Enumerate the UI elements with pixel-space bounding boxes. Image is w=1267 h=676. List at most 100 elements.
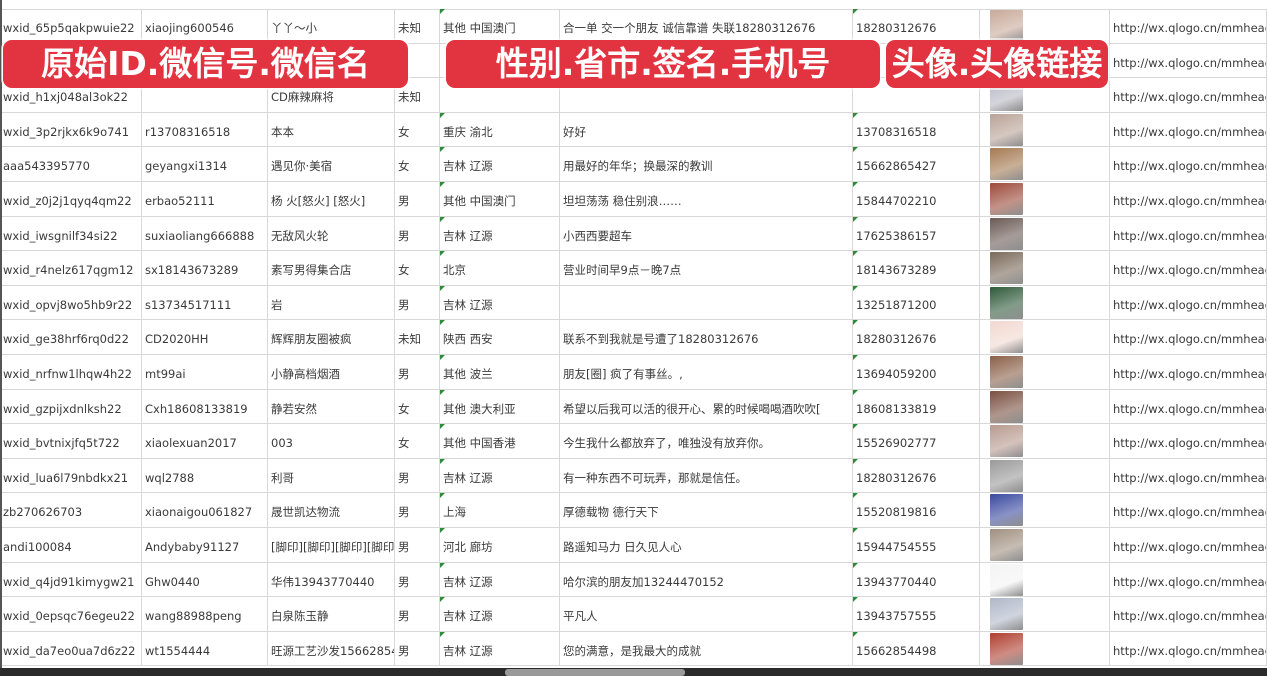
cell-signature[interactable]: 厚德载物 德行天下 xyxy=(560,493,853,527)
cell-wechat-name[interactable]: 丫丫～小 xyxy=(268,9,395,43)
cell-avatar[interactable] xyxy=(980,9,1110,43)
cell-signature[interactable]: 路遥知马力 日久见人心 xyxy=(560,528,853,562)
cell-phone[interactable]: 17625386157 xyxy=(853,216,980,251)
cell-avatar[interactable] xyxy=(980,597,1110,631)
cell-avatar[interactable] xyxy=(980,493,1110,527)
cell-wechat-id[interactable]: sx18143673289 xyxy=(142,251,268,285)
cell-wechat-id[interactable] xyxy=(142,78,268,112)
cell-region[interactable]: 吉林 辽源 xyxy=(440,216,560,251)
cell-region[interactable]: 吉林 辽源 xyxy=(440,597,560,631)
cell-original-id[interactable]: wxid_da7eo0ua7d6z22 xyxy=(0,631,142,666)
cell-avatar-url[interactable]: http://wx.qlogo.cn/mmhead xyxy=(1110,251,1267,285)
cell-avatar-url[interactable]: http://wx.qlogo.cn/mmhead xyxy=(1110,631,1267,666)
cell-signature[interactable]: 坦坦荡荡 稳住别浪…… xyxy=(560,182,853,216)
cell-wechat-name[interactable]: 白泉陈玉静 xyxy=(268,597,395,631)
cell-original-id[interactable]: wxid_iwsgnilf34si22 xyxy=(0,216,142,251)
cell-wechat-name[interactable]: 小静高档烟酒 xyxy=(268,355,395,389)
cell-avatar-url[interactable]: http://wx.qlogo.cn/mmhead xyxy=(1110,458,1267,493)
cell-avatar-url[interactable]: http://wx.qlogo.cn/mmhead xyxy=(1110,9,1267,43)
horizontal-scrollbar[interactable] xyxy=(505,669,685,676)
cell-wechat-id[interactable]: wql2788 xyxy=(142,458,268,493)
cell-gender[interactable]: 男 xyxy=(395,182,440,216)
cell-wechat-id[interactable]: CD2020HH xyxy=(142,320,268,354)
cell-avatar-url[interactable]: http://wx.qlogo.cn/mmhead xyxy=(1110,78,1267,112)
cell-avatar[interactable] xyxy=(980,389,1110,424)
cell-region[interactable]: 吉林 辽源 xyxy=(440,458,560,493)
cell-gender[interactable]: 男 xyxy=(395,493,440,527)
cell-wechat-id[interactable]: wt1554444 xyxy=(142,631,268,666)
cell-wechat-name[interactable]: 利哥 xyxy=(268,458,395,493)
cell-original-id[interactable]: wxid_0epsqc76egeu22 xyxy=(0,597,142,631)
cell-region[interactable]: 上海 xyxy=(440,493,560,527)
cell-avatar[interactable] xyxy=(980,355,1110,389)
cell-region[interactable]: 吉林 辽源 xyxy=(440,285,560,320)
cell-wechat-name[interactable]: 华伟13943770440 xyxy=(268,562,395,597)
cell-region[interactable]: 河北 廊坊 xyxy=(440,528,560,562)
cell-avatar-url[interactable]: http://wx.qlogo.cn/mmhead xyxy=(1110,562,1267,597)
cell-wechat-id[interactable]: xiaolexuan2017 xyxy=(142,424,268,458)
cell-avatar-url[interactable]: http://wx.qlogo.cn/mmhead xyxy=(1110,320,1267,354)
cell-signature[interactable]: 好好 xyxy=(560,112,853,147)
cell-signature[interactable]: 平凡人 xyxy=(560,597,853,631)
cell-phone[interactable]: 18280312676 xyxy=(853,9,980,43)
cell-avatar-url[interactable]: http://wx.qlogo.cn/mmhead xyxy=(1110,147,1267,181)
cell-region[interactable]: 吉林 辽源 xyxy=(440,147,560,181)
cell-gender[interactable]: 男 xyxy=(395,631,440,666)
cell-original-id[interactable]: wxid_gzpijxdnlksh22 xyxy=(0,389,142,424)
cell-wechat-name[interactable]: 晟世凯达物流 xyxy=(268,493,395,527)
cell-wechat-name[interactable]: 静若安然 xyxy=(268,389,395,424)
cell-original-id[interactable]: wxid_opvj8wo5hb9r22 xyxy=(0,285,142,320)
cell-avatar[interactable] xyxy=(980,528,1110,562)
cell-wechat-id[interactable]: xiaonaigou061827 xyxy=(142,493,268,527)
cell-signature[interactable]: 联系不到我就是号遭了18280312676 xyxy=(560,320,853,354)
cell-phone[interactable]: 18280312676 xyxy=(853,320,980,354)
cell-avatar-url[interactable]: http://wx.qlogo.cn/mmhead xyxy=(1110,597,1267,631)
cell-gender[interactable]: 男 xyxy=(395,562,440,597)
cell-wechat-id[interactable]: Cxh18608133819 xyxy=(142,389,268,424)
cell-phone[interactable] xyxy=(853,78,980,112)
cell-original-id[interactable]: wxid_65p5qakpwuie22 xyxy=(0,9,142,43)
cell-wechat-name[interactable]: 岩 xyxy=(268,285,395,320)
cell-gender[interactable]: 未知 xyxy=(395,9,440,43)
cell-region[interactable]: 其他 澳大利亚 xyxy=(440,389,560,424)
cell-avatar-url[interactable]: http://wx.qlogo.cn/mmhead xyxy=(1110,182,1267,216)
cell-region[interactable]: 陕西 西安 xyxy=(440,320,560,354)
cell-original-id[interactable]: wxid_q4jd91kimygw21 xyxy=(0,562,142,597)
cell-wechat-id[interactable]: Ghw0440 xyxy=(142,562,268,597)
cell-wechat-id[interactable]: geyangxi1314 xyxy=(142,147,268,181)
cell-region[interactable]: 重庆 渝北 xyxy=(440,112,560,147)
cell-signature[interactable] xyxy=(560,78,853,112)
cell-wechat-name[interactable]: 旺源工艺沙发15662854498 xyxy=(268,631,395,666)
cell-original-id[interactable]: aaa543395770 xyxy=(0,147,142,181)
cell-phone[interactable]: 18143673289 xyxy=(853,251,980,285)
cell-avatar-url[interactable]: http://wx.qlogo.cn/mmhead xyxy=(1110,528,1267,562)
cell-wechat-name[interactable]: CD麻辣麻将 xyxy=(268,78,395,112)
cell-original-id[interactable]: wxid_ge38hrf6rq0d22 xyxy=(0,320,142,354)
cell-gender[interactable] xyxy=(395,43,440,78)
cell-gender[interactable]: 女 xyxy=(395,389,440,424)
cell-wechat-id[interactable]: wang88988peng xyxy=(142,597,268,631)
cell-original-id[interactable]: wxid_bvtnixjfq5t722 xyxy=(0,424,142,458)
cell-avatar[interactable] xyxy=(980,147,1110,181)
cell-wechat-id[interactable]: mt99ai xyxy=(142,355,268,389)
cell-signature[interactable]: 您的满意，是我最大的成就 xyxy=(560,631,853,666)
cell-avatar[interactable] xyxy=(980,424,1110,458)
cell-phone[interactable]: 13943757555 xyxy=(853,597,980,631)
cell-phone[interactable]: 13251871200 xyxy=(853,285,980,320)
cell-wechat-id[interactable]: erbao52111 xyxy=(142,182,268,216)
cell-gender[interactable]: 男 xyxy=(395,216,440,251)
cell-original-id[interactable]: wxid_r4nelz617qgm12 xyxy=(0,251,142,285)
cell-wechat-id[interactable]: suxiaoliang666888 xyxy=(142,216,268,251)
cell-original-id[interactable]: wxid_nrfnw1lhqw4h22 xyxy=(0,355,142,389)
cell-signature[interactable]: 今生我什么都放弃了，唯独没有放弃你。 xyxy=(560,424,853,458)
cell-original-id[interactable]: zb270626703 xyxy=(0,493,142,527)
cell-wechat-name[interactable]: [脚印][脚印][脚印][脚印] xyxy=(268,528,395,562)
cell-gender[interactable]: 男 xyxy=(395,285,440,320)
cell-wechat-name[interactable]: 本本 xyxy=(268,112,395,147)
cell-signature[interactable]: 营业时间早9点－晚7点 xyxy=(560,251,853,285)
cell-original-id[interactable]: andi100084 xyxy=(0,528,142,562)
cell-avatar-url[interactable]: http://wx.qlogo.cn/mmhead xyxy=(1110,424,1267,458)
cell-signature[interactable]: 希望以后我可以活的很开心、累的时候喝喝酒吹吹[ xyxy=(560,389,853,424)
cell-original-id[interactable]: wxid_3p2rjkx6k9o741 xyxy=(0,112,142,147)
cell-avatar[interactable] xyxy=(980,182,1110,216)
